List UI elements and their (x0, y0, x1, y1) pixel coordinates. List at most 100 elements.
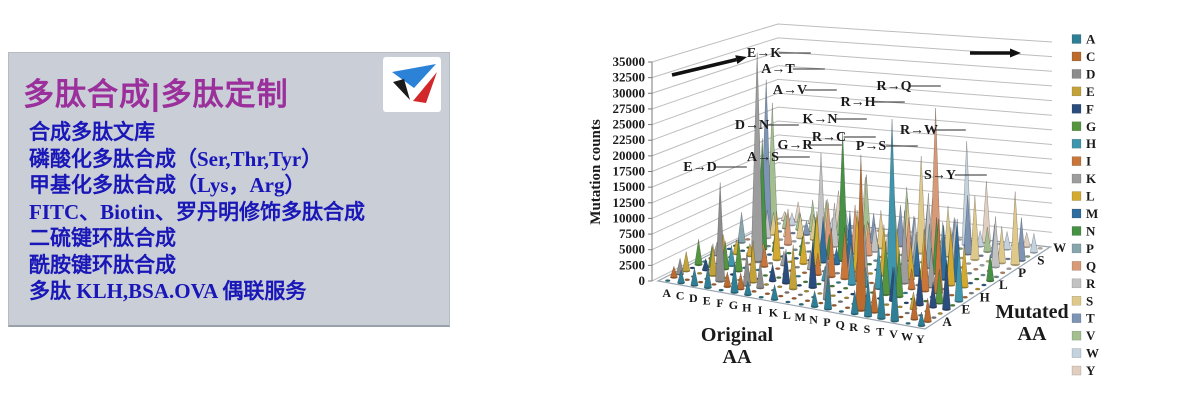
cone (1022, 232, 1031, 248)
legend-label: V (1086, 328, 1096, 343)
zero-marker (885, 313, 891, 316)
cone (894, 249, 904, 298)
grid-line (651, 65, 1053, 110)
zero-marker (966, 262, 972, 265)
zero-marker (905, 322, 911, 325)
promo-panel: 多肽合成|多肽定制 合成多肽文库 磷酸化多肽合成（Ser,Thr,Tyr） 甲基… (8, 52, 450, 327)
cone (928, 281, 938, 308)
annotation-label: A→V (773, 83, 807, 98)
zero-marker (836, 290, 843, 294)
zero-marker (834, 271, 841, 275)
logo-black-triangle (393, 79, 410, 100)
zero-marker (766, 253, 773, 256)
zero-marker (775, 267, 781, 270)
logo-mark-icon (392, 64, 437, 103)
zero-marker (798, 303, 804, 306)
zero-marker (1006, 267, 1012, 270)
cone (847, 247, 857, 285)
cone (912, 241, 922, 276)
legend-swatch (1071, 278, 1082, 289)
annotation-label: A→T (761, 62, 795, 77)
y-tick-label: 20000 (613, 148, 646, 163)
cone (669, 265, 678, 278)
annotation-label: G→R (778, 138, 814, 153)
zero-marker (829, 284, 835, 288)
zero-marker (898, 315, 904, 319)
cone (877, 272, 886, 319)
cone (840, 227, 850, 280)
legend-label: W (1086, 346, 1099, 361)
y-tick-label: 0 (639, 273, 646, 288)
cone (783, 208, 793, 245)
zero-marker (979, 264, 985, 267)
annotation-label: P→S (856, 139, 887, 154)
legend-label: C (1086, 49, 1095, 64)
category-label: T (876, 325, 884, 339)
mutated-axis-label: H (980, 289, 990, 304)
cone (830, 202, 839, 247)
zero-marker (776, 276, 782, 279)
y-tick-label: 2500 (619, 257, 645, 272)
cone (788, 244, 798, 290)
cone (703, 266, 712, 288)
grid-line (651, 51, 1053, 94)
cone (850, 290, 859, 315)
grid-line (651, 134, 1053, 188)
cone (899, 210, 910, 284)
category-label: N (809, 313, 818, 327)
zero-marker (689, 266, 695, 270)
cone (787, 211, 796, 226)
grid-line (651, 92, 1053, 141)
zero-marker (796, 284, 802, 287)
cone (690, 267, 699, 286)
zero-marker (817, 292, 823, 295)
zero-marker (1025, 255, 1031, 258)
category-label: V (889, 327, 898, 341)
y-tick-label: 7500 (619, 226, 645, 241)
cone (823, 275, 833, 310)
zero-marker (975, 287, 981, 291)
cone (1010, 191, 1020, 265)
zero-marker (802, 280, 809, 284)
grid-line (651, 162, 1053, 219)
legend-swatch (1071, 208, 1082, 219)
legend-label: Q (1086, 258, 1096, 273)
cone (870, 224, 879, 252)
zero-marker (786, 251, 792, 255)
cone (954, 244, 964, 302)
cone (997, 226, 1006, 264)
company-logo (383, 57, 441, 112)
legend-swatch (1071, 261, 1082, 271)
service-item: 二硫键环肽合成 (29, 226, 176, 250)
cone (810, 290, 819, 308)
zero-marker (784, 291, 790, 294)
legend-label: A (1086, 32, 1096, 47)
annotation-label: R→H (841, 95, 876, 110)
zero-marker (778, 294, 784, 298)
legend-label: E (1086, 84, 1095, 99)
y-tick-label: 25000 (613, 117, 646, 132)
mutated-axis-label: A (942, 314, 952, 329)
category-label: C (676, 289, 685, 303)
legend-swatch (1071, 138, 1082, 149)
cone (890, 267, 900, 322)
zero-marker (684, 278, 690, 282)
cone (864, 222, 873, 256)
cone (676, 258, 685, 275)
service-item: 多肽 KLH,BSA.OVA 偶联服务 (29, 279, 307, 303)
category-label: W (901, 329, 913, 343)
cone (907, 268, 916, 290)
legend-swatch (1071, 173, 1082, 184)
legend-swatch (1071, 243, 1082, 254)
category-label: G (729, 298, 738, 312)
cone (768, 263, 777, 282)
zero-marker (1005, 257, 1011, 261)
flow-arrow-head (1010, 48, 1021, 58)
cone (694, 239, 703, 265)
cone (756, 260, 765, 289)
zero-marker (835, 281, 842, 284)
zero-marker (697, 272, 703, 275)
cone (1029, 233, 1038, 253)
y-tick-label: 12500 (613, 195, 646, 210)
